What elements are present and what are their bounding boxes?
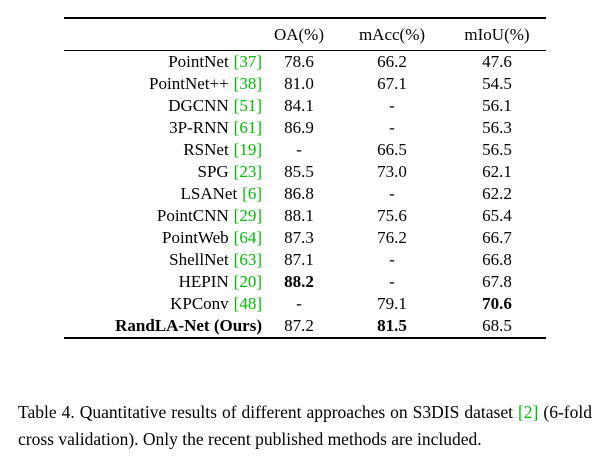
miou-value: 56.5 — [482, 140, 512, 159]
citation-link[interactable]: [64] — [233, 228, 262, 247]
oa-value: 87.2 — [284, 316, 314, 335]
miou-value: 56.1 — [482, 96, 512, 115]
method-name: RandLA-Net (Ours) — [115, 316, 262, 335]
macc-value: 73.0 — [377, 162, 407, 181]
macc-value: 79.1 — [377, 294, 407, 313]
macc-value: 75.6 — [377, 206, 407, 225]
macc-value: - — [389, 250, 395, 269]
method-name: ShellNet — [169, 250, 229, 269]
oa-value: 78.6 — [284, 52, 314, 71]
miou-value: 62.1 — [482, 162, 512, 181]
citation-link[interactable]: [29] — [233, 206, 262, 225]
oa-value: 87.1 — [284, 250, 314, 269]
results-table: OA(%) mAcc(%) mIoU(%) PointNet [37] 78.6 … — [64, 17, 546, 339]
method-name: RSNet — [183, 140, 229, 159]
macc-value: 66.2 — [377, 52, 407, 71]
col-header-oa: OA(%) — [262, 18, 336, 51]
miou-value: 68.5 — [482, 316, 512, 335]
oa-value: 88.1 — [284, 206, 314, 225]
table-row: PointCNN [29] 88.1 75.6 65.4 — [64, 205, 546, 227]
method-name: HEPIN — [178, 272, 229, 291]
header-empty-cell — [64, 18, 262, 51]
table-row: ShellNet [63] 87.1 - 66.8 — [64, 249, 546, 271]
macc-value: 81.5 — [377, 316, 407, 335]
method-name: KPConv — [170, 294, 229, 313]
table-row: HEPIN [20] 88.2 - 67.8 — [64, 271, 546, 293]
citation-link[interactable]: [48] — [233, 294, 262, 313]
citation-link[interactable]: [6] — [242, 184, 262, 203]
table-row: KPConv [48] - 79.1 70.6 — [64, 293, 546, 315]
oa-value: 84.1 — [284, 96, 314, 115]
oa-value: 86.8 — [284, 184, 314, 203]
method-name: PointNet — [168, 52, 229, 71]
citation-link[interactable]: [23] — [233, 162, 262, 181]
miou-value: 65.4 — [482, 206, 512, 225]
oa-value: 86.9 — [284, 118, 314, 137]
macc-value: 67.1 — [377, 74, 407, 93]
table-header-row: OA(%) mAcc(%) mIoU(%) — [64, 18, 546, 51]
method-name: 3P-RNN — [169, 118, 229, 137]
oa-value: 88.2 — [284, 272, 314, 291]
macc-value: 66.5 — [377, 140, 407, 159]
oa-value: - — [296, 294, 302, 313]
method-name: PointWeb — [162, 228, 229, 247]
citation-link[interactable]: [51] — [233, 96, 262, 115]
miou-value: 67.8 — [482, 272, 512, 291]
method-name: PointCNN — [156, 206, 229, 225]
table-row: RandLA-Net (Ours) 87.2 81.5 68.5 — [64, 315, 546, 338]
miou-value: 47.6 — [482, 52, 512, 71]
citation-link[interactable]: [37] — [233, 52, 262, 71]
table-row: DGCNN [51] 84.1 - 56.1 — [64, 95, 546, 117]
macc-value: - — [389, 184, 395, 203]
oa-value: - — [296, 140, 302, 159]
table-row: RSNet [19] - 66.5 56.5 — [64, 139, 546, 161]
oa-value: 85.5 — [284, 162, 314, 181]
col-header-miou: mIoU(%) — [448, 18, 546, 51]
miou-value: 62.2 — [482, 184, 512, 203]
table-row: 3P-RNN [61] 86.9 - 56.3 — [64, 117, 546, 139]
oa-value: 87.3 — [284, 228, 314, 247]
miou-value: 70.6 — [482, 294, 512, 313]
method-name: DGCNN — [168, 96, 229, 115]
miou-value: 54.5 — [482, 74, 512, 93]
method-name: PointNet++ — [149, 74, 229, 93]
method-name: LSANet — [180, 184, 238, 203]
method-name: SPG — [197, 162, 229, 181]
macc-value: - — [389, 272, 395, 291]
citation-link[interactable]: [20] — [233, 272, 262, 291]
caption-citation-link[interactable]: [2] — [517, 402, 539, 422]
miou-value: 56.3 — [482, 118, 512, 137]
citation-link[interactable]: [61] — [233, 118, 262, 137]
macc-value: - — [389, 118, 395, 137]
citation-link[interactable]: [19] — [233, 140, 262, 159]
oa-value: 81.0 — [284, 74, 314, 93]
table-caption: Table 4. Quantitative results of differe… — [18, 399, 592, 453]
caption-text-suffix: (6-fold cross validation). Only the rece… — [18, 402, 592, 449]
table-row: PointNet++ [38] 81.0 67.1 54.5 — [64, 73, 546, 95]
macc-value: 76.2 — [377, 228, 407, 247]
caption-text-prefix: Table 4. Quantitative results of differe… — [18, 402, 518, 422]
col-header-macc: mAcc(%) — [336, 18, 448, 51]
citation-link[interactable]: [63] — [233, 250, 262, 269]
citation-link[interactable]: [38] — [233, 74, 262, 93]
table-row: LSANet [6] 86.8 - 62.2 — [64, 183, 546, 205]
macc-value: - — [389, 96, 395, 115]
table-row: SPG [23] 85.5 73.0 62.1 — [64, 161, 546, 183]
miou-value: 66.8 — [482, 250, 512, 269]
table-row: PointWeb [64] 87.3 76.2 66.7 — [64, 227, 546, 249]
table-row: PointNet [37] 78.6 66.2 47.6 — [64, 51, 546, 74]
paper-page: OA(%) mAcc(%) mIoU(%) PointNet [37] 78.6 … — [0, 17, 609, 472]
miou-value: 66.7 — [482, 228, 512, 247]
